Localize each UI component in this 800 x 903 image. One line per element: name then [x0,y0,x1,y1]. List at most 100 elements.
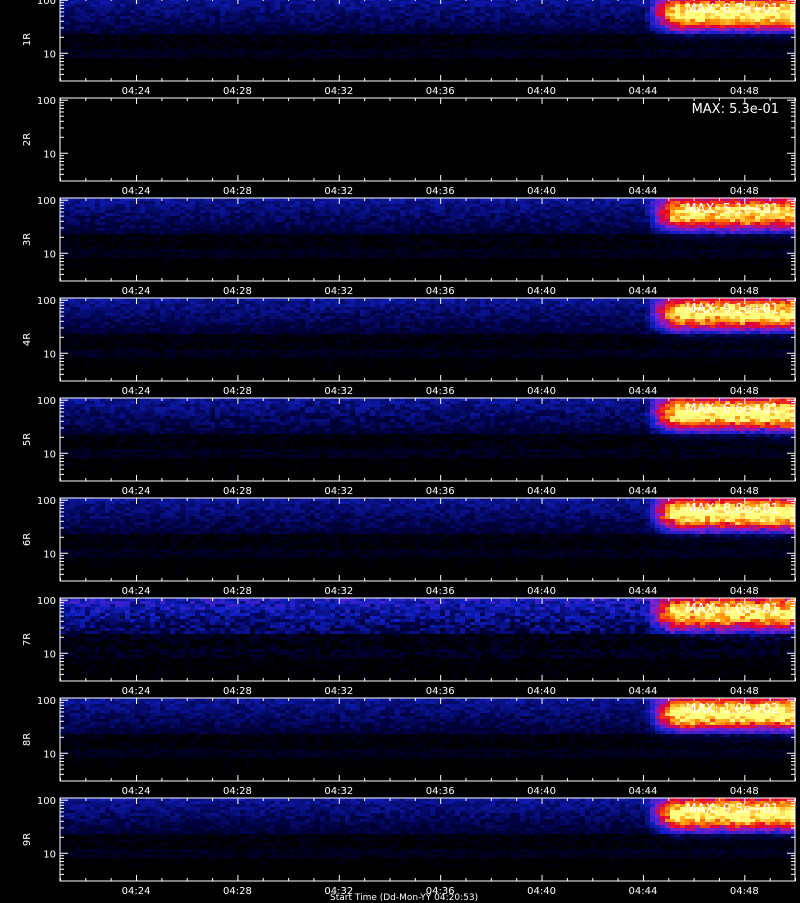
y-tick-label: 10 [43,149,56,160]
x-tick-label: 04:28 [223,886,252,897]
max-label: MAX: 6.6e+01 [685,402,779,417]
x-tick-label: 04:40 [527,186,556,197]
x-tick-label: 04:48 [730,286,759,297]
x-tick-label: 04:44 [629,186,658,197]
y-tick-label: 100 [37,796,56,807]
x-tick-label: 04:44 [629,286,658,297]
x-tick-label: 04:48 [730,386,759,397]
panel-2r: 04:24 04:28 04:32 04:36 04:40 04:44 04:48 10 100… [22,96,796,197]
x-tick-label: 04:24 [122,786,151,797]
y-tick-label: 10 [43,49,56,60]
max-label: MAX: 5.1e+01 [685,202,779,217]
x-tick-label: 04:40 [527,686,556,697]
x-tick-label: 04:36 [426,386,455,397]
x-tick-label: 04:40 [527,386,556,397]
x-tick-label: 04:40 [527,586,556,597]
x-tick-label: 04:24 [122,186,151,197]
panel-label: 1R [22,33,33,46]
x-tick-label: 04:28 [223,486,252,497]
panel-label: 9R [22,833,33,846]
x-tick-label: 04:28 [223,386,252,397]
x-tick-label: 04:40 [527,886,556,897]
max-label: MAX: 5.3e-01 [692,102,779,117]
x-tick-label: 04:28 [223,86,252,97]
max-label: MAX: 1.0e+02 [685,702,779,717]
y-tick-label: 100 [37,596,56,607]
x-tick-label: 04:24 [122,886,151,897]
x-tick-label: 04:40 [527,286,556,297]
x-tick-label: 04:44 [629,386,658,397]
x-tick-label: 04:32 [324,786,353,797]
panel-1r: 04:24 04:28 04:32 04:36 04:40 04:44 04:48 10 100… [22,0,796,97]
x-tick-label: 04:40 [527,786,556,797]
panel-label: 7R [22,633,33,646]
max-label: MAX: 9.1e+01 [685,302,779,317]
max-label: MAX: 8.7e+01 [685,2,779,17]
x-tick-label: 04:24 [122,86,151,97]
x-tick-label: 04:28 [223,786,252,797]
x-tick-label: 04:40 [527,486,556,497]
y-tick-label: 10 [43,349,56,360]
plot-background [60,98,795,181]
x-tick-label: 04:40 [527,86,556,97]
x-tick-label: 04:36 [426,486,455,497]
x-tick-label: 04:48 [730,86,759,97]
x-tick-label: 04:44 [629,786,658,797]
panel-label: 5R [22,433,33,446]
x-tick-label: 04:28 [223,186,252,197]
y-tick-label: 100 [37,696,56,707]
x-tick-label: 04:32 [324,186,353,197]
y-tick-label: 100 [37,296,56,307]
x-tick-label: 04:36 [426,786,455,797]
x-tick-label: 04:44 [629,86,658,97]
x-tick-label: 04:36 [426,586,455,597]
x-tick-label: 04:24 [122,686,151,697]
y-tick-label: 10 [43,749,56,760]
x-tick-label: 04:44 [629,586,658,597]
x-tick-label: 04:44 [629,886,658,897]
y-tick-label: 100 [37,396,56,407]
y-tick-label: 100 [37,96,56,107]
x-tick-label: 04:24 [122,586,151,597]
x-tick-label: 04:32 [324,386,353,397]
x-tick-label: 04:36 [426,186,455,197]
panel-label: 8R [22,733,33,746]
x-tick-label: 04:48 [730,586,759,597]
x-tick-label: 04:28 [223,286,252,297]
panel-label: 3R [22,233,33,246]
x-tick-label: 04:36 [426,286,455,297]
x-tick-label: 04:36 [426,86,455,97]
panel-label: 2R [22,133,33,146]
x-tick-label: 04:24 [122,386,151,397]
max-label: MAX: 9.5e+01 [685,802,779,817]
panel-4r: 04:24 04:28 04:32 04:36 04:40 04:44 04:48 10 100… [22,296,796,397]
x-tick-label: 04:32 [324,686,353,697]
panel-label: 4R [22,333,33,346]
x-tick-label: 04:32 [324,486,353,497]
x-tick-label: 04:48 [730,686,759,697]
x-tick-label: 04:28 [223,586,252,597]
x-tick-label: 04:24 [122,286,151,297]
y-tick-label: 10 [43,649,56,660]
x-tick-label: 04:32 [324,586,353,597]
y-tick-label: 100 [37,196,56,207]
y-tick-label: 100 [37,0,56,7]
x-tick-label: 04:48 [730,186,759,197]
y-tick-label: 10 [43,449,56,460]
x-tick-label: 04:32 [324,286,353,297]
x-tick-label: 04:28 [223,686,252,697]
x-axis-title: Start Time (Dd-Mon-YY 04:20:53) [330,893,478,903]
x-tick-label: 04:48 [730,486,759,497]
x-tick-label: 04:32 [324,86,353,97]
y-tick-label: 100 [37,496,56,507]
x-tick-label: 04:44 [629,486,658,497]
y-tick-label: 10 [43,849,56,860]
x-tick-label: 04:48 [730,786,759,797]
x-tick-label: 04:48 [730,886,759,897]
